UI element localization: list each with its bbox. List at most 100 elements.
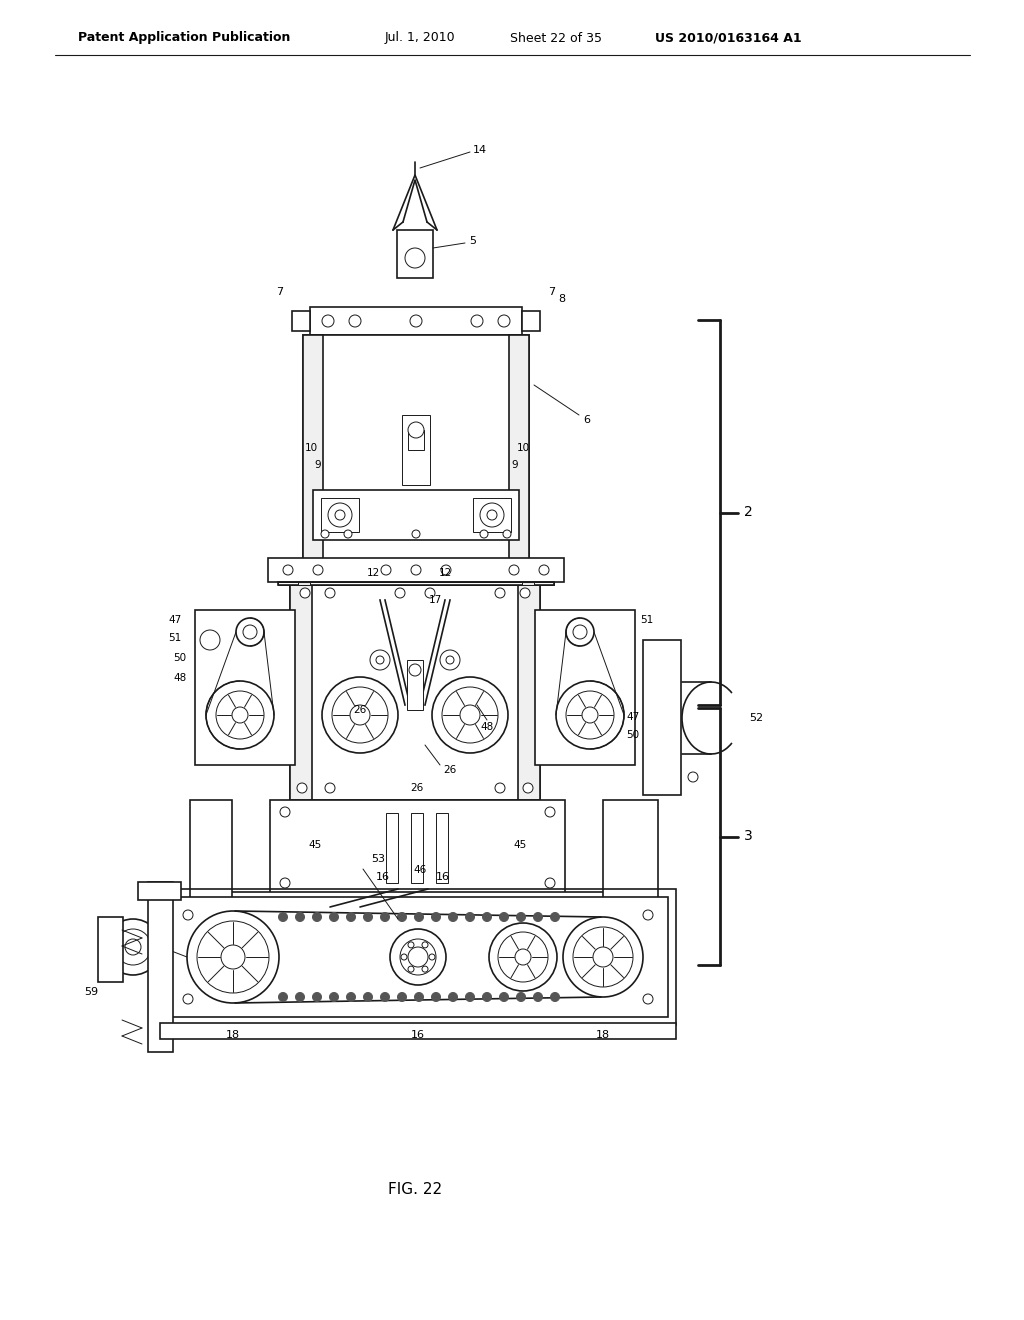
Circle shape bbox=[441, 565, 451, 576]
Circle shape bbox=[206, 681, 274, 748]
Circle shape bbox=[406, 248, 425, 268]
Circle shape bbox=[643, 909, 653, 920]
Text: 14: 14 bbox=[473, 145, 487, 154]
Circle shape bbox=[466, 993, 474, 1002]
Bar bbox=[230, 892, 605, 909]
Circle shape bbox=[280, 807, 290, 817]
Text: 9: 9 bbox=[314, 459, 322, 470]
Circle shape bbox=[381, 565, 391, 576]
Circle shape bbox=[346, 912, 355, 921]
Text: 51: 51 bbox=[168, 634, 181, 643]
Text: 6: 6 bbox=[584, 414, 591, 425]
Text: 2: 2 bbox=[743, 506, 753, 520]
Circle shape bbox=[300, 587, 310, 598]
Circle shape bbox=[489, 923, 557, 991]
Text: Sheet 22 of 35: Sheet 22 of 35 bbox=[510, 32, 602, 45]
Bar bbox=[407, 660, 423, 710]
Circle shape bbox=[482, 912, 492, 921]
Circle shape bbox=[321, 531, 329, 539]
Circle shape bbox=[187, 911, 279, 1003]
Text: 9: 9 bbox=[512, 459, 518, 470]
Text: 3: 3 bbox=[743, 829, 753, 843]
Text: 45: 45 bbox=[513, 840, 526, 850]
Circle shape bbox=[412, 531, 420, 539]
Circle shape bbox=[551, 993, 559, 1002]
Circle shape bbox=[283, 565, 293, 576]
Bar bbox=[321, 498, 359, 532]
Circle shape bbox=[325, 783, 335, 793]
Circle shape bbox=[471, 315, 483, 327]
Circle shape bbox=[232, 708, 248, 723]
Circle shape bbox=[449, 912, 458, 921]
Circle shape bbox=[401, 954, 407, 960]
Bar bbox=[290, 585, 540, 800]
Circle shape bbox=[115, 929, 151, 965]
Circle shape bbox=[495, 783, 505, 793]
Circle shape bbox=[364, 912, 373, 921]
Text: 48: 48 bbox=[480, 722, 494, 733]
Circle shape bbox=[325, 587, 335, 598]
Bar bbox=[603, 800, 658, 906]
Circle shape bbox=[411, 565, 421, 576]
Circle shape bbox=[688, 772, 698, 781]
Text: 26: 26 bbox=[443, 766, 457, 775]
Circle shape bbox=[330, 993, 339, 1002]
Circle shape bbox=[370, 649, 390, 671]
Circle shape bbox=[466, 912, 474, 921]
Bar bbox=[190, 800, 232, 906]
Circle shape bbox=[200, 630, 220, 649]
Bar bbox=[160, 1023, 676, 1039]
Circle shape bbox=[349, 315, 361, 327]
Text: 51: 51 bbox=[640, 615, 653, 624]
Circle shape bbox=[516, 912, 525, 921]
Circle shape bbox=[183, 994, 193, 1005]
Circle shape bbox=[498, 932, 548, 982]
Circle shape bbox=[221, 945, 245, 969]
Text: 16: 16 bbox=[411, 1030, 425, 1040]
Circle shape bbox=[460, 705, 480, 725]
Circle shape bbox=[350, 705, 370, 725]
Circle shape bbox=[516, 993, 525, 1002]
Bar bbox=[303, 335, 323, 565]
Circle shape bbox=[322, 677, 398, 752]
Circle shape bbox=[243, 624, 257, 639]
Bar bbox=[270, 800, 565, 895]
Circle shape bbox=[381, 912, 389, 921]
Circle shape bbox=[480, 503, 504, 527]
Bar bbox=[397, 230, 433, 279]
Circle shape bbox=[446, 656, 454, 664]
Circle shape bbox=[322, 315, 334, 327]
Circle shape bbox=[335, 510, 345, 520]
Circle shape bbox=[125, 939, 141, 954]
Circle shape bbox=[503, 531, 511, 539]
Text: 7: 7 bbox=[549, 286, 556, 297]
Bar bbox=[160, 888, 676, 1026]
Text: Patent Application Publication: Patent Application Publication bbox=[78, 32, 291, 45]
Bar bbox=[290, 585, 312, 800]
Circle shape bbox=[408, 946, 428, 968]
Circle shape bbox=[397, 912, 407, 921]
Circle shape bbox=[425, 587, 435, 598]
Circle shape bbox=[534, 993, 543, 1002]
Circle shape bbox=[509, 565, 519, 576]
Text: 59: 59 bbox=[84, 987, 98, 997]
Circle shape bbox=[364, 993, 373, 1002]
Circle shape bbox=[545, 807, 555, 817]
Bar bbox=[268, 558, 564, 582]
Circle shape bbox=[312, 912, 322, 921]
Circle shape bbox=[534, 912, 543, 921]
Circle shape bbox=[449, 993, 458, 1002]
Bar bbox=[402, 414, 430, 484]
Bar bbox=[310, 308, 522, 335]
Text: 12: 12 bbox=[438, 568, 452, 578]
Text: FIG. 22: FIG. 22 bbox=[388, 1183, 442, 1197]
Bar bbox=[138, 882, 181, 900]
Circle shape bbox=[105, 919, 161, 975]
Bar bbox=[168, 898, 668, 1016]
Circle shape bbox=[328, 503, 352, 527]
Circle shape bbox=[376, 656, 384, 664]
Circle shape bbox=[408, 966, 414, 972]
Circle shape bbox=[415, 993, 424, 1002]
Bar bbox=[535, 610, 635, 766]
Circle shape bbox=[332, 686, 388, 743]
